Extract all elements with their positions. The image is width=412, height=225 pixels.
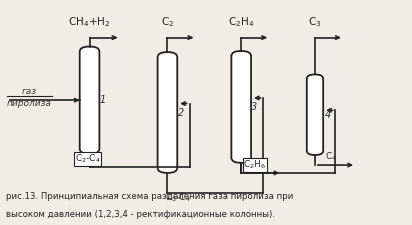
Text: 1: 1 [100,95,106,105]
Text: C$_2$H$_6$: C$_2$H$_6$ [243,159,267,171]
FancyBboxPatch shape [307,74,323,155]
Text: газ: газ [22,87,37,96]
FancyBboxPatch shape [157,52,177,173]
Text: C$_2$-C$_4$: C$_2$-C$_4$ [75,153,101,165]
FancyBboxPatch shape [80,47,99,154]
Text: C$_3$: C$_3$ [308,15,322,29]
Text: 2: 2 [178,108,184,117]
Text: C$_3$-C$_4$: C$_3$-C$_4$ [165,192,191,204]
FancyBboxPatch shape [232,51,251,163]
Text: высоком давлении (1,2,3,4 - ректификационные колонны).: высоком давлении (1,2,3,4 - ректификацио… [5,210,274,219]
Text: C$_4$: C$_4$ [325,151,337,163]
Text: C$_2$: C$_2$ [161,15,174,29]
Text: CH$_4$+H$_2$: CH$_4$+H$_2$ [68,15,111,29]
Text: C$_2$H$_4$: C$_2$H$_4$ [228,15,254,29]
Text: 4: 4 [324,110,331,120]
Text: 3: 3 [251,102,258,112]
Text: пиролиза: пиролиза [7,99,52,108]
Text: рис.13. Принципиальная схема разделения газа пиролиза при: рис.13. Принципиальная схема разделения … [5,192,293,201]
